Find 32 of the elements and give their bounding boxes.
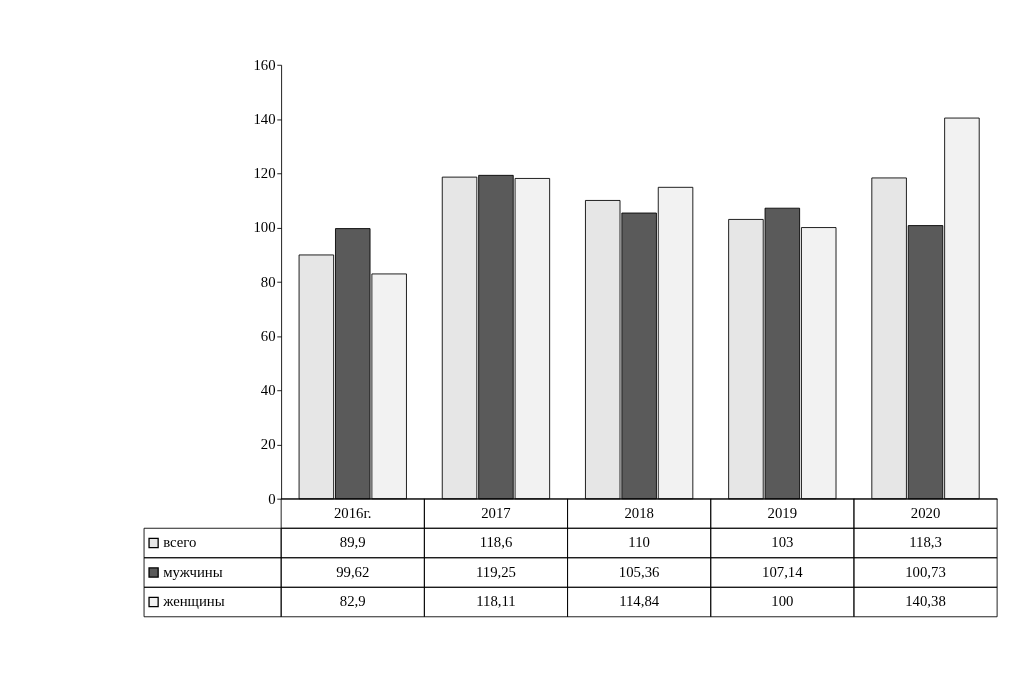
x-tick-label: 2019 (767, 504, 798, 521)
y-tick-label: 40 (260, 382, 276, 399)
y-tick-label: 60 (260, 327, 276, 344)
data-label: 119,25 (475, 563, 516, 580)
y-tick-label: 120 (253, 165, 276, 182)
data-label: 82,9 (339, 593, 366, 610)
data-label: 114,84 (619, 593, 660, 610)
legend-label: мужчины (163, 563, 223, 580)
data-label: 140,38 (905, 593, 946, 610)
x-tick-label: 2016г. (333, 504, 372, 521)
data-label: 89,9 (339, 534, 366, 551)
data-label: 100 (771, 593, 794, 610)
data-label: 118,6 (479, 534, 513, 551)
data-label: 105,36 (618, 563, 660, 580)
data-label: 110 (628, 534, 650, 551)
y-tick-label: 100 (253, 219, 276, 236)
data-label: 118,3 (909, 534, 942, 551)
y-tick-label: 0 (268, 490, 276, 507)
legend-label: женщины (162, 593, 225, 610)
y-tick-label: 160 (253, 56, 276, 73)
data-label: 107,14 (762, 563, 804, 580)
data-label: 103 (771, 534, 794, 551)
y-tick-label: 80 (260, 273, 276, 290)
y-tick-label: 20 (260, 436, 276, 453)
x-tick-label: 2020 (910, 504, 941, 521)
y-tick-label: 140 (253, 110, 276, 127)
x-tick-label: 2018 (624, 504, 654, 521)
data-label: 100,73 (905, 563, 946, 580)
x-tick-label: 2017 (481, 504, 511, 521)
legend-label: всего (163, 534, 197, 551)
data-label: 99,62 (336, 563, 370, 580)
data-label: 118,11 (476, 593, 516, 610)
